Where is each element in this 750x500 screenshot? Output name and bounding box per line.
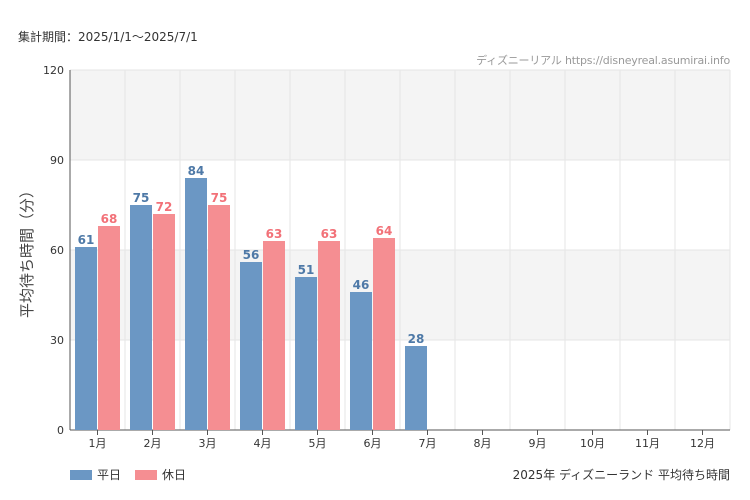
- legend-item-holiday[interactable]: 休日: [135, 466, 186, 483]
- x-tick-label: 7月: [419, 437, 437, 450]
- data-label-weekday: 75: [133, 191, 150, 205]
- bar-weekday: [240, 262, 262, 430]
- legend-item-weekday[interactable]: 平日: [70, 466, 121, 483]
- bar-holiday: [208, 205, 230, 430]
- y-tick-label: 30: [50, 334, 64, 347]
- chart-caption: 2025年 ディズニーランド 平均待ち時間: [512, 468, 730, 482]
- y-tick-label: 90: [50, 154, 64, 167]
- bar-weekday: [185, 178, 207, 430]
- bar-weekday: [350, 292, 372, 430]
- x-tick-label: 4月: [254, 437, 272, 450]
- x-tick-label: 5月: [309, 437, 327, 450]
- legend-label-weekday: 平日: [97, 468, 122, 482]
- data-label-weekday: 28: [408, 332, 425, 346]
- bar-weekday: [405, 346, 427, 430]
- data-label-weekday: 61: [78, 233, 95, 247]
- legend: 平日 休日: [70, 466, 200, 483]
- data-label-holiday: 63: [266, 227, 283, 241]
- bar-weekday: [295, 277, 317, 430]
- bar-holiday: [153, 214, 175, 430]
- bar-holiday: [98, 226, 120, 430]
- x-tick-label: 9月: [529, 437, 547, 450]
- data-label-weekday: 51: [298, 263, 315, 277]
- bar-weekday: [75, 247, 97, 430]
- bar-weekday: [130, 205, 152, 430]
- y-tick-label: 120: [43, 64, 64, 77]
- x-tick-label: 8月: [474, 437, 492, 450]
- legend-swatch-weekday: [70, 469, 92, 480]
- legend-label-holiday: 休日: [162, 468, 187, 482]
- data-label-holiday: 63: [321, 227, 338, 241]
- x-tick-label: 6月: [364, 437, 382, 450]
- x-tick-label: 2月: [144, 437, 162, 450]
- y-tick-label: 60: [50, 244, 64, 257]
- bar-holiday: [373, 238, 395, 430]
- x-tick-label: 1月: [89, 437, 107, 450]
- data-label-weekday: 56: [243, 248, 260, 262]
- data-label-weekday: 46: [353, 278, 370, 292]
- data-label-weekday: 84: [188, 164, 205, 178]
- x-tick-label: 12月: [690, 437, 715, 450]
- data-label-holiday: 75: [211, 191, 228, 205]
- site-credit: ディズニーリアル https://disneyreal.asumirai.inf…: [476, 54, 730, 67]
- legend-swatch-holiday: [135, 469, 158, 480]
- data-label-holiday: 64: [376, 224, 393, 238]
- data-label-holiday: 72: [156, 200, 173, 214]
- data-label-holiday: 68: [101, 212, 118, 226]
- x-tick-label: 10月: [580, 437, 605, 450]
- x-tick-label: 3月: [199, 437, 217, 450]
- bar-holiday: [318, 241, 340, 430]
- x-tick-label: 11月: [635, 437, 660, 450]
- y-tick-label: 0: [57, 424, 64, 437]
- bar-holiday: [263, 241, 285, 430]
- aggregation-period: 集計期間：2025/1/1～2025/7/1: [18, 30, 198, 44]
